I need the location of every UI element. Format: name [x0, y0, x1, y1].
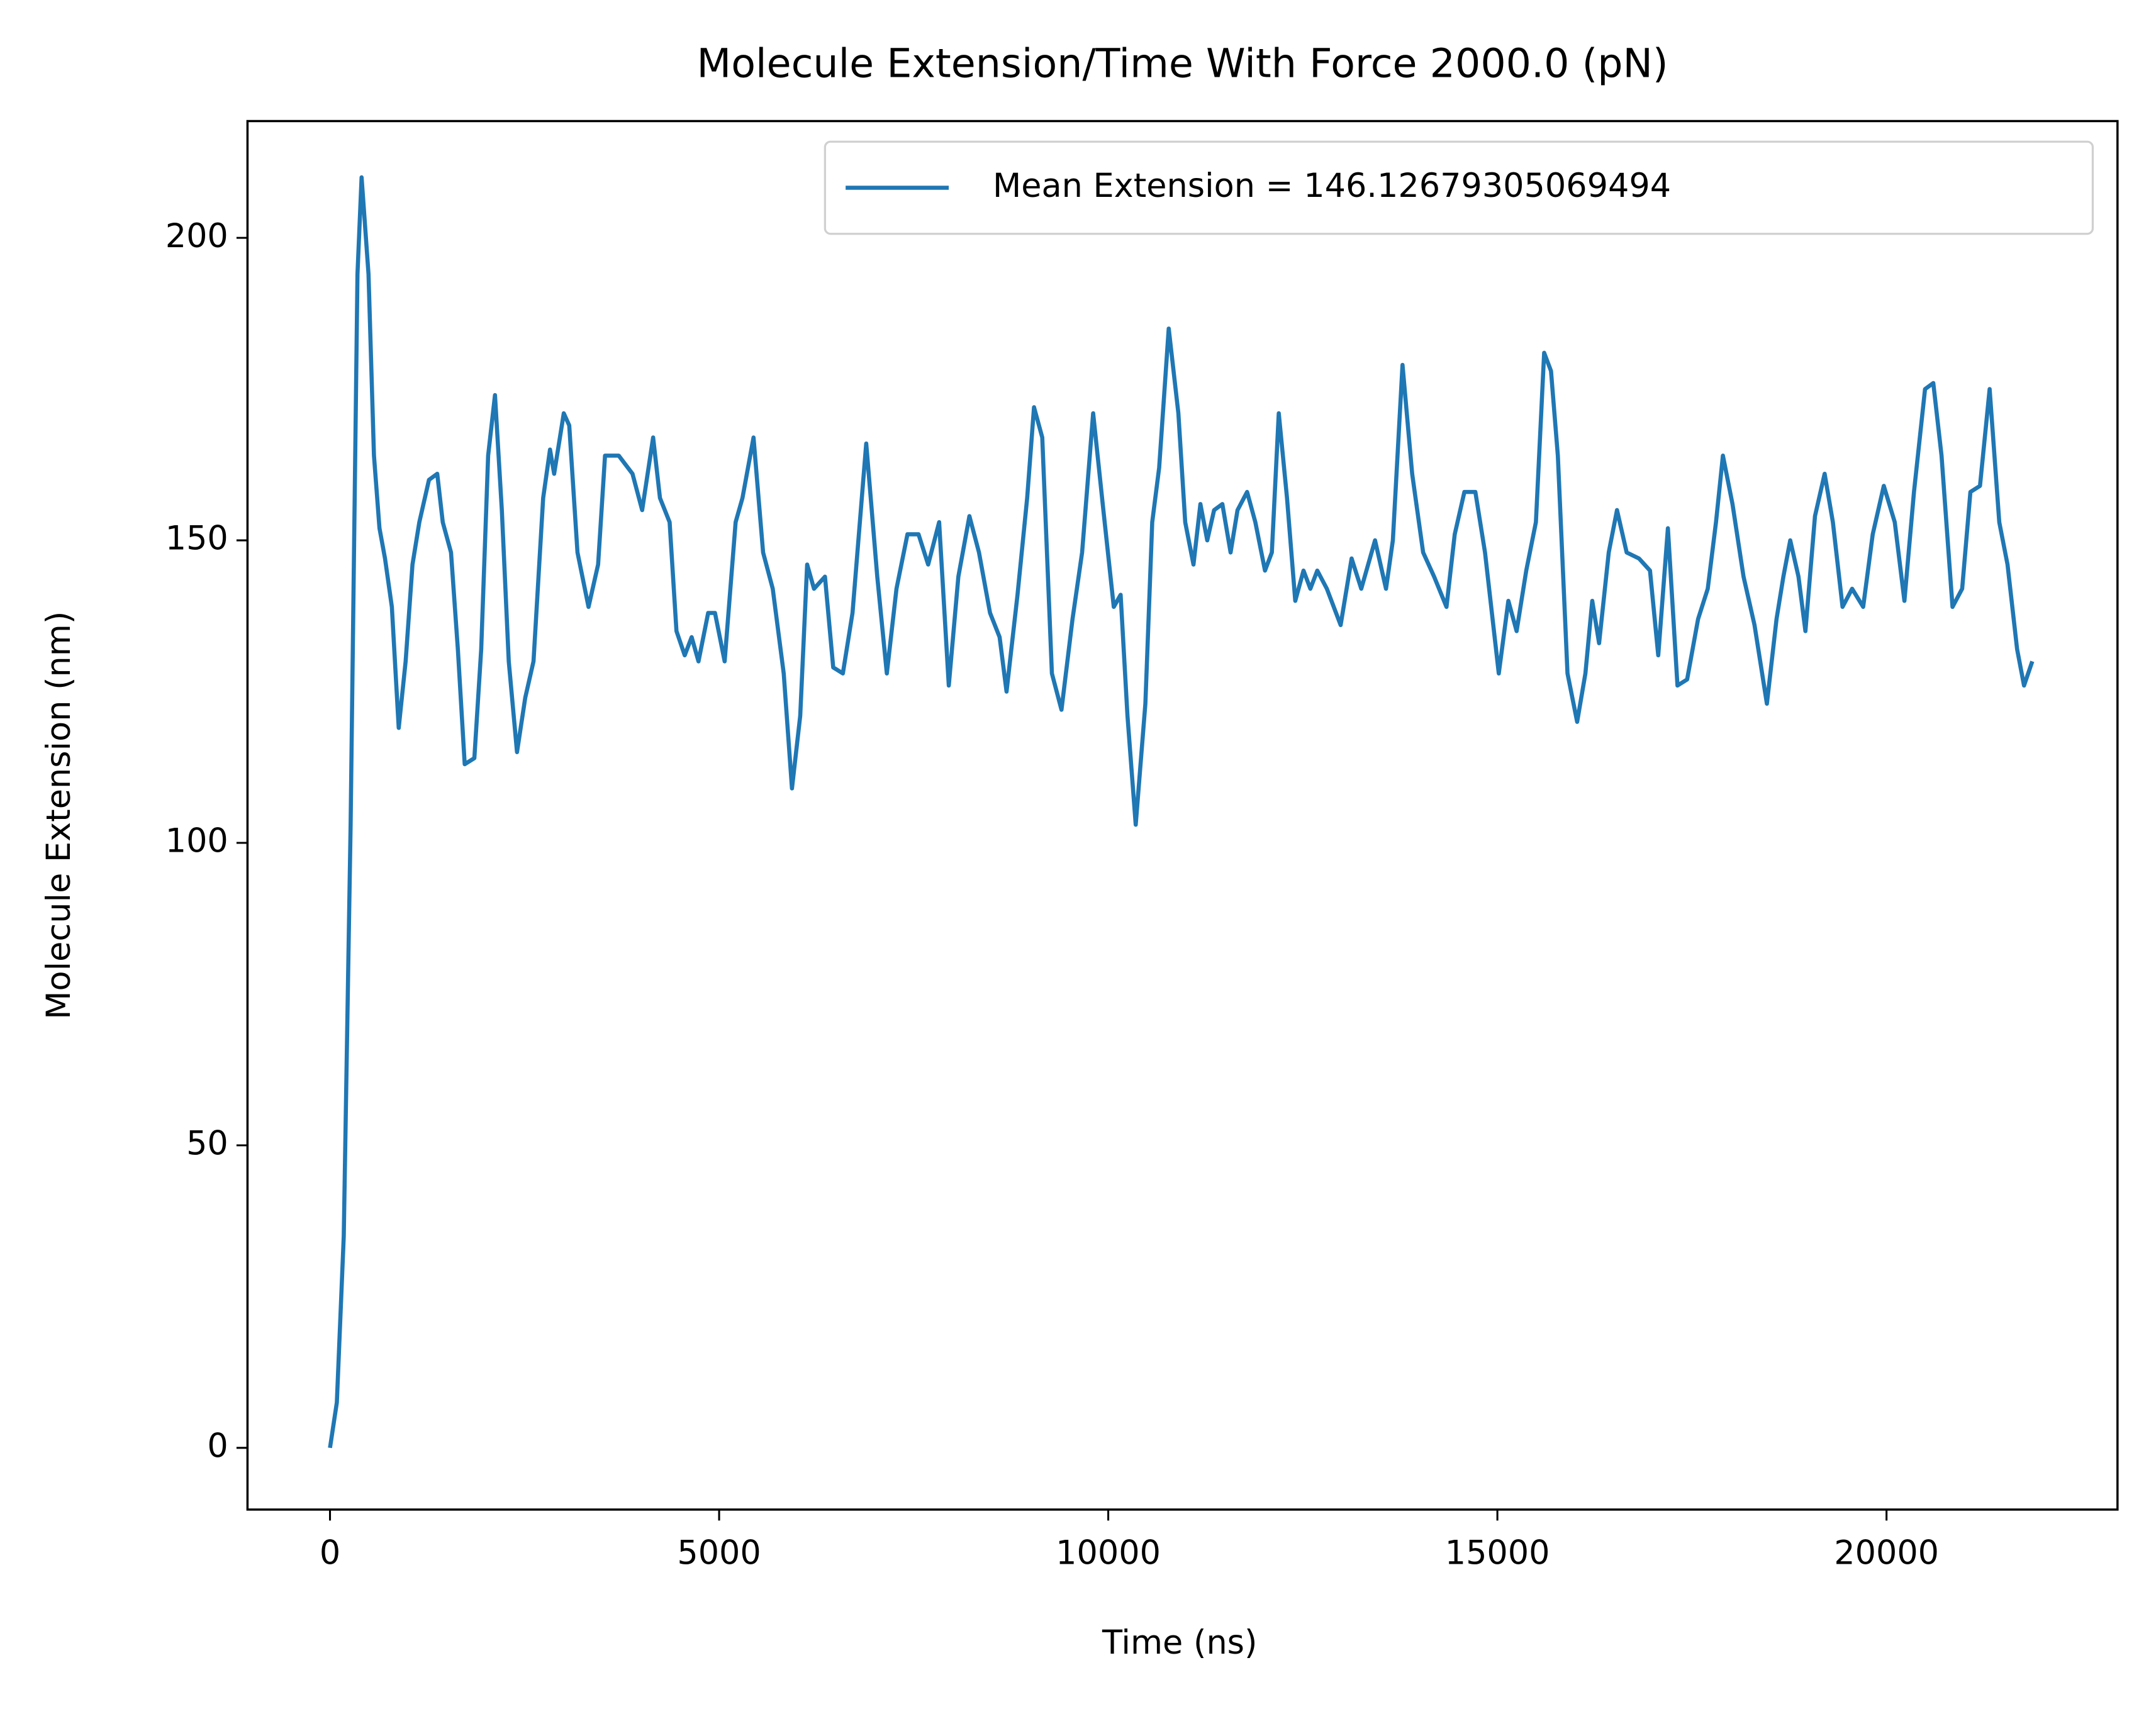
x-tick-label: 20000: [1834, 1534, 1939, 1573]
x-tick-label: 5000: [677, 1534, 761, 1573]
x-axis-label: Time (ns): [1102, 1623, 1257, 1662]
axes-frame: [246, 120, 2119, 1511]
plot-area: [328, 175, 2035, 1449]
legend-label: Mean Extension = 146.12679305069494: [993, 167, 1671, 205]
y-tick-label: 0: [207, 1427, 228, 1465]
y-tick-label: 150: [165, 520, 228, 558]
x-tick-label: 10000: [1056, 1534, 1161, 1573]
x-tick-label: 0: [320, 1534, 340, 1573]
legend-box: [824, 140, 2094, 235]
y-axis-label: Molecule Extension (nm): [40, 611, 78, 1020]
x-tick-label: 15000: [1445, 1534, 1550, 1573]
chart-title: Molecule Extension/Time With Force 2000.…: [697, 40, 1668, 87]
y-tick-label: 200: [165, 217, 228, 255]
data-line: [328, 175, 2035, 1449]
y-tick-label: 100: [165, 822, 228, 860]
legend: Mean Extension = 146.12679305069494: [824, 140, 2094, 235]
y-tick-label: 50: [186, 1125, 228, 1163]
